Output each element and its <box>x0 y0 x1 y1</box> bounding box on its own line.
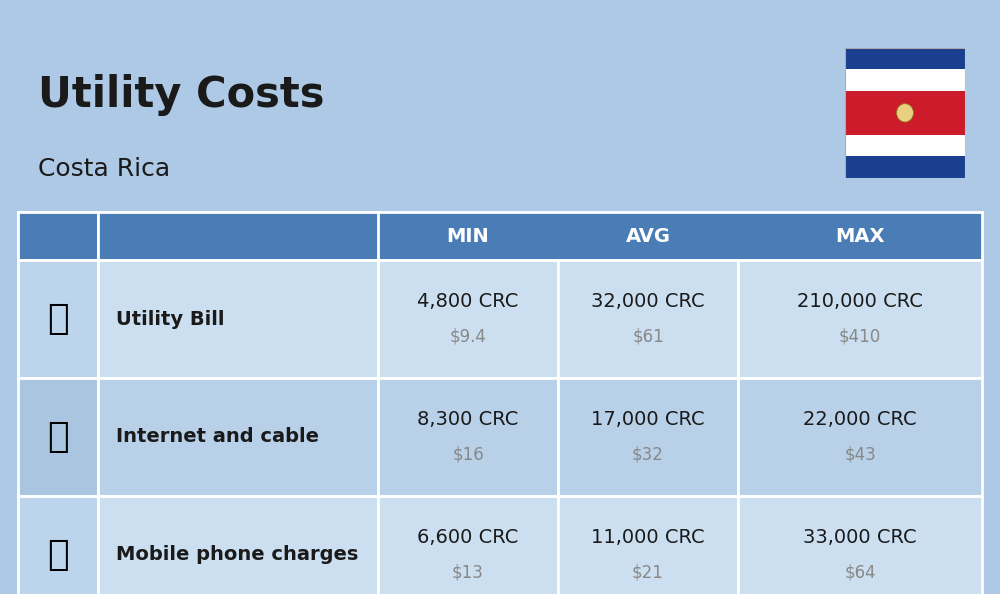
Text: $61: $61 <box>632 328 664 346</box>
Bar <box>845 135 965 156</box>
Text: Internet and cable: Internet and cable <box>116 428 319 447</box>
Bar <box>845 69 965 91</box>
Text: 210,000 CRC: 210,000 CRC <box>797 292 923 311</box>
Text: 🔌: 🔌 <box>47 302 69 336</box>
Text: $410: $410 <box>839 328 881 346</box>
Text: 11,000 CRC: 11,000 CRC <box>591 527 705 546</box>
Text: $64: $64 <box>844 564 876 582</box>
Text: 📱: 📱 <box>47 538 69 572</box>
Text: 17,000 CRC: 17,000 CRC <box>591 410 705 429</box>
Text: 22,000 CRC: 22,000 CRC <box>803 410 917 429</box>
Text: AVG: AVG <box>626 226 670 245</box>
Text: $9.4: $9.4 <box>450 328 486 346</box>
Text: Mobile phone charges: Mobile phone charges <box>116 545 358 564</box>
Text: Utility Costs: Utility Costs <box>38 74 324 116</box>
Text: $43: $43 <box>844 446 876 464</box>
Circle shape <box>897 104 913 122</box>
Text: $32: $32 <box>632 446 664 464</box>
Text: 33,000 CRC: 33,000 CRC <box>803 527 917 546</box>
Text: Costa Rica: Costa Rica <box>38 157 170 181</box>
Text: 4,800 CRC: 4,800 CRC <box>417 292 519 311</box>
Text: $16: $16 <box>452 446 484 464</box>
Text: $13: $13 <box>452 564 484 582</box>
Text: MIN: MIN <box>447 226 489 245</box>
Text: 8,300 CRC: 8,300 CRC <box>417 410 519 429</box>
Bar <box>845 91 965 135</box>
Text: MAX: MAX <box>835 226 885 245</box>
Text: 32,000 CRC: 32,000 CRC <box>591 292 705 311</box>
Text: $21: $21 <box>632 564 664 582</box>
Text: Utility Bill: Utility Bill <box>116 309 224 328</box>
Bar <box>845 48 965 69</box>
Text: 📡: 📡 <box>47 420 69 454</box>
Text: 6,600 CRC: 6,600 CRC <box>417 527 519 546</box>
Bar <box>845 156 965 178</box>
